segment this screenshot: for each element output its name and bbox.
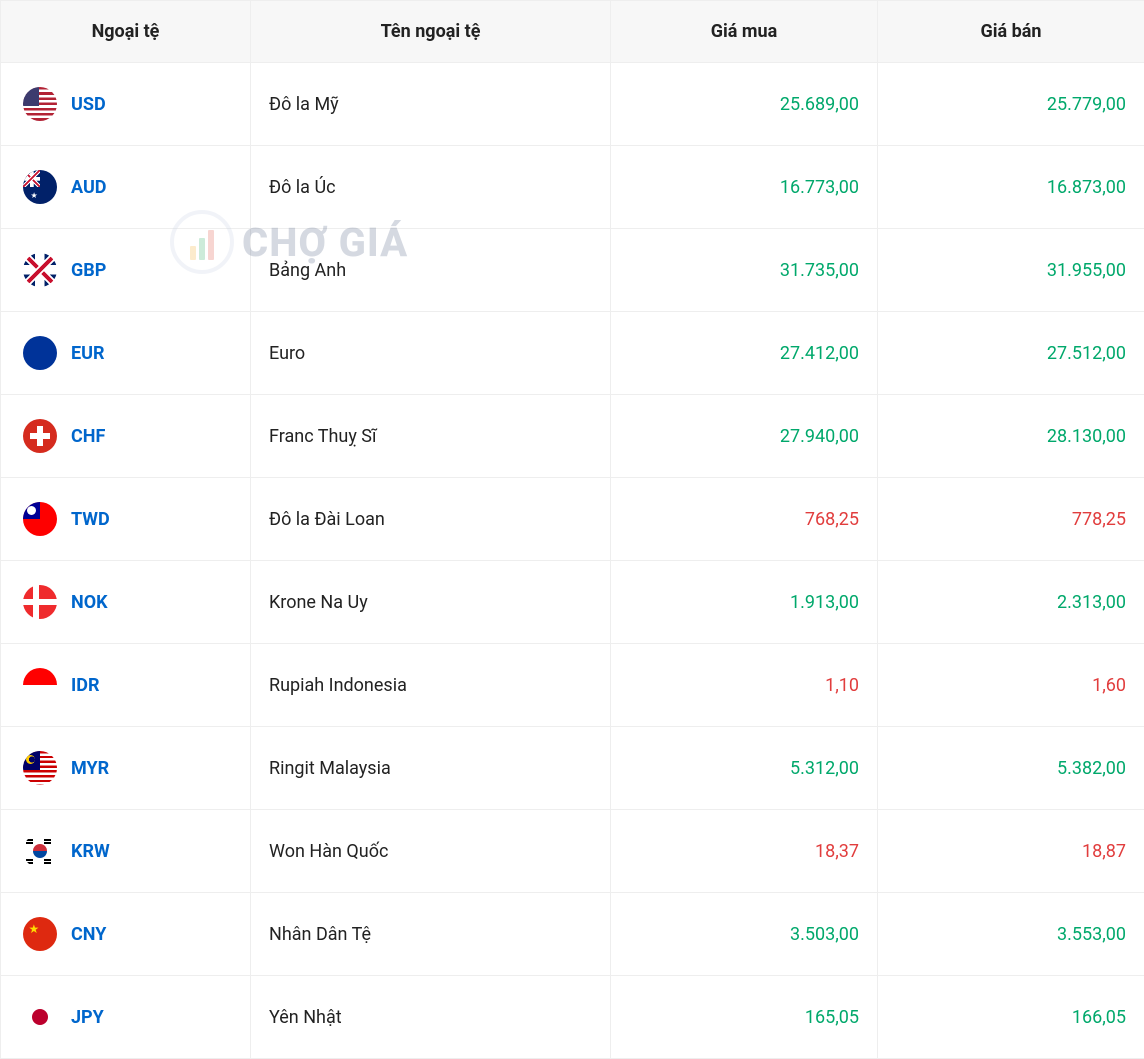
table-row: CHF Franc Thuỵ Sĩ27.940,0028.130,00 [1,395,1144,478]
currency-code-link[interactable]: GBP [71,260,106,281]
flag-icon [23,917,57,951]
table-row: CNY Nhân Dân Tệ3.503,003.553,00 [1,893,1144,976]
exchange-rate-table: Ngoại tệ Tên ngoại tệ Giá mua Giá bán US… [0,0,1144,1059]
table-row: KRW Won Hàn Quốc18,3718,87 [1,810,1144,893]
buy-price: 27.940,00 [611,395,878,478]
currency-code-link[interactable]: AUD [71,177,107,198]
table-row: MYR Ringit Malaysia5.312,005.382,00 [1,727,1144,810]
currency-code-link[interactable]: USD [71,94,106,115]
currency-name: Yên Nhật [251,976,611,1059]
currency-name: Ringit Malaysia [251,727,611,810]
buy-price: 27.412,00 [611,312,878,395]
currency-code-link[interactable]: JPY [71,1007,104,1028]
buy-price: 1.913,00 [611,561,878,644]
col-header-name: Tên ngoại tệ [251,1,611,63]
flag-icon [23,751,57,785]
table-row: USD Đô la Mỹ25.689,0025.779,00 [1,63,1144,146]
buy-price: 31.735,00 [611,229,878,312]
currency-code-link[interactable]: TWD [71,509,110,530]
sell-price: 16.873,00 [878,146,1144,229]
sell-price: 1,60 [878,644,1144,727]
currency-code-link[interactable]: CNY [71,924,106,945]
flag-icon [23,253,57,287]
currency-code-link[interactable]: IDR [71,675,100,696]
currency-name: Đô la Úc [251,146,611,229]
buy-price: 16.773,00 [611,146,878,229]
currency-name: Euro [251,312,611,395]
sell-price: 166,05 [878,976,1144,1059]
table-row: NOK Krone Na Uy1.913,002.313,00 [1,561,1144,644]
currency-name: Krone Na Uy [251,561,611,644]
sell-price: 25.779,00 [878,63,1144,146]
currency-name: Nhân Dân Tệ [251,893,611,976]
col-header-buy: Giá mua [611,1,878,63]
buy-price: 5.312,00 [611,727,878,810]
currency-name: Đô la Mỹ [251,63,611,146]
flag-icon [23,87,57,121]
sell-price: 31.955,00 [878,229,1144,312]
sell-price: 778,25 [878,478,1144,561]
currency-name: Franc Thuỵ Sĩ [251,395,611,478]
buy-price: 768,25 [611,478,878,561]
table-header-row: Ngoại tệ Tên ngoại tệ Giá mua Giá bán [1,1,1144,63]
currency-code-link[interactable]: NOK [71,592,108,613]
currency-name: Bảng Anh [251,229,611,312]
flag-icon [23,170,57,204]
flag-icon [23,1000,57,1034]
table-row: TWD Đô la Đài Loan768,25778,25 [1,478,1144,561]
table-row: AUD Đô la Úc16.773,0016.873,00 [1,146,1144,229]
flag-icon [23,668,57,702]
sell-price: 5.382,00 [878,727,1144,810]
table-row: JPY Yên Nhật165,05166,05 [1,976,1144,1059]
buy-price: 25.689,00 [611,63,878,146]
buy-price: 18,37 [611,810,878,893]
table-row: IDR Rupiah Indonesia1,101,60 [1,644,1144,727]
col-header-code: Ngoại tệ [1,1,251,63]
sell-price: 27.512,00 [878,312,1144,395]
sell-price: 18,87 [878,810,1144,893]
currency-name: Đô la Đài Loan [251,478,611,561]
sell-price: 3.553,00 [878,893,1144,976]
buy-price: 1,10 [611,644,878,727]
sell-price: 2.313,00 [878,561,1144,644]
currency-code-link[interactable]: EUR [71,343,105,364]
currency-code-link[interactable]: MYR [71,758,109,779]
currency-name: Rupiah Indonesia [251,644,611,727]
buy-price: 3.503,00 [611,893,878,976]
flag-icon [23,336,57,370]
currency-name: Won Hàn Quốc [251,810,611,893]
flag-icon [23,834,57,868]
buy-price: 165,05 [611,976,878,1059]
col-header-sell: Giá bán [878,1,1144,63]
currency-code-link[interactable]: CHF [71,426,105,447]
currency-code-link[interactable]: KRW [71,841,110,862]
flag-icon [23,419,57,453]
flag-icon [23,502,57,536]
sell-price: 28.130,00 [878,395,1144,478]
table-row: EUR Euro27.412,0027.512,00 [1,312,1144,395]
flag-icon [23,585,57,619]
table-row: GBP Bảng Anh31.735,0031.955,00 [1,229,1144,312]
